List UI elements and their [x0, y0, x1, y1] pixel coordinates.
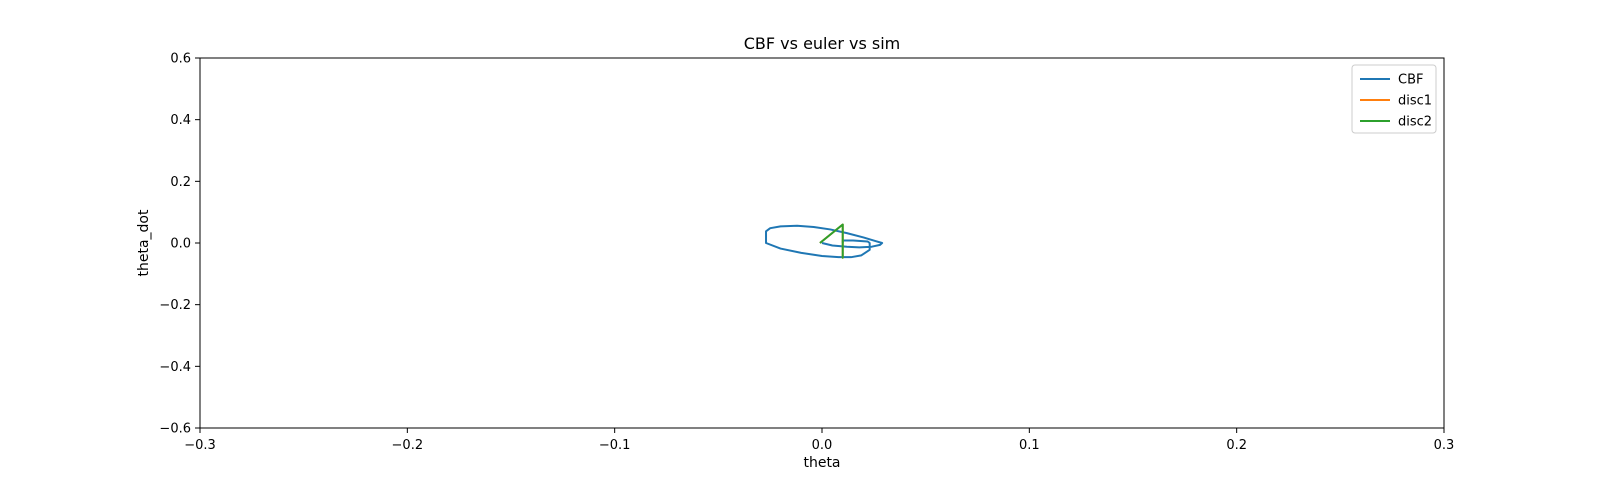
legend: CBF disc1 disc2 [1351, 64, 1437, 134]
x-axis-label: theta [803, 455, 840, 471]
legend-label-CBF: CBF [1398, 73, 1423, 88]
legend-label-disc2: disc2 [1398, 115, 1432, 130]
x-tick-label: 0.3 [1434, 438, 1455, 453]
y-tick-label: 0.2 [170, 175, 191, 190]
plot-frame [199, 57, 1445, 429]
y-tick-label: −0.2 [159, 298, 191, 313]
legend-label-disc1: disc1 [1398, 94, 1432, 109]
series-line-CBF [765, 224, 884, 259]
x-tick-label: 0.0 [812, 438, 833, 453]
y-tick-label: 0.0 [170, 237, 191, 252]
ticks-layer: −0.3 −0.2 −0.1 0.0 0.1 0.2 0.3 −0.6 −0.4 −0.2 0.0 0… [159, 52, 1454, 454]
x-tick-label: −0.1 [599, 438, 631, 453]
x-tick-label: 0.2 [1226, 438, 1247, 453]
series-line-disc2 [819, 223, 844, 259]
y-tick-label: 0.4 [170, 113, 191, 128]
legend-box [1351, 64, 1437, 134]
chart-title: CBF vs euler vs sim [744, 34, 901, 53]
y-tick-label: −0.4 [159, 360, 191, 375]
x-tick-label: −0.2 [392, 438, 424, 453]
x-tick-label: 0.1 [1019, 438, 1040, 453]
x-tick-label: −0.3 [184, 438, 216, 453]
plot-lines [765, 223, 884, 259]
y-tick-label: 0.6 [170, 52, 191, 67]
y-axis-label: theta_dot [136, 209, 152, 276]
y-tick-label: −0.6 [159, 422, 191, 437]
